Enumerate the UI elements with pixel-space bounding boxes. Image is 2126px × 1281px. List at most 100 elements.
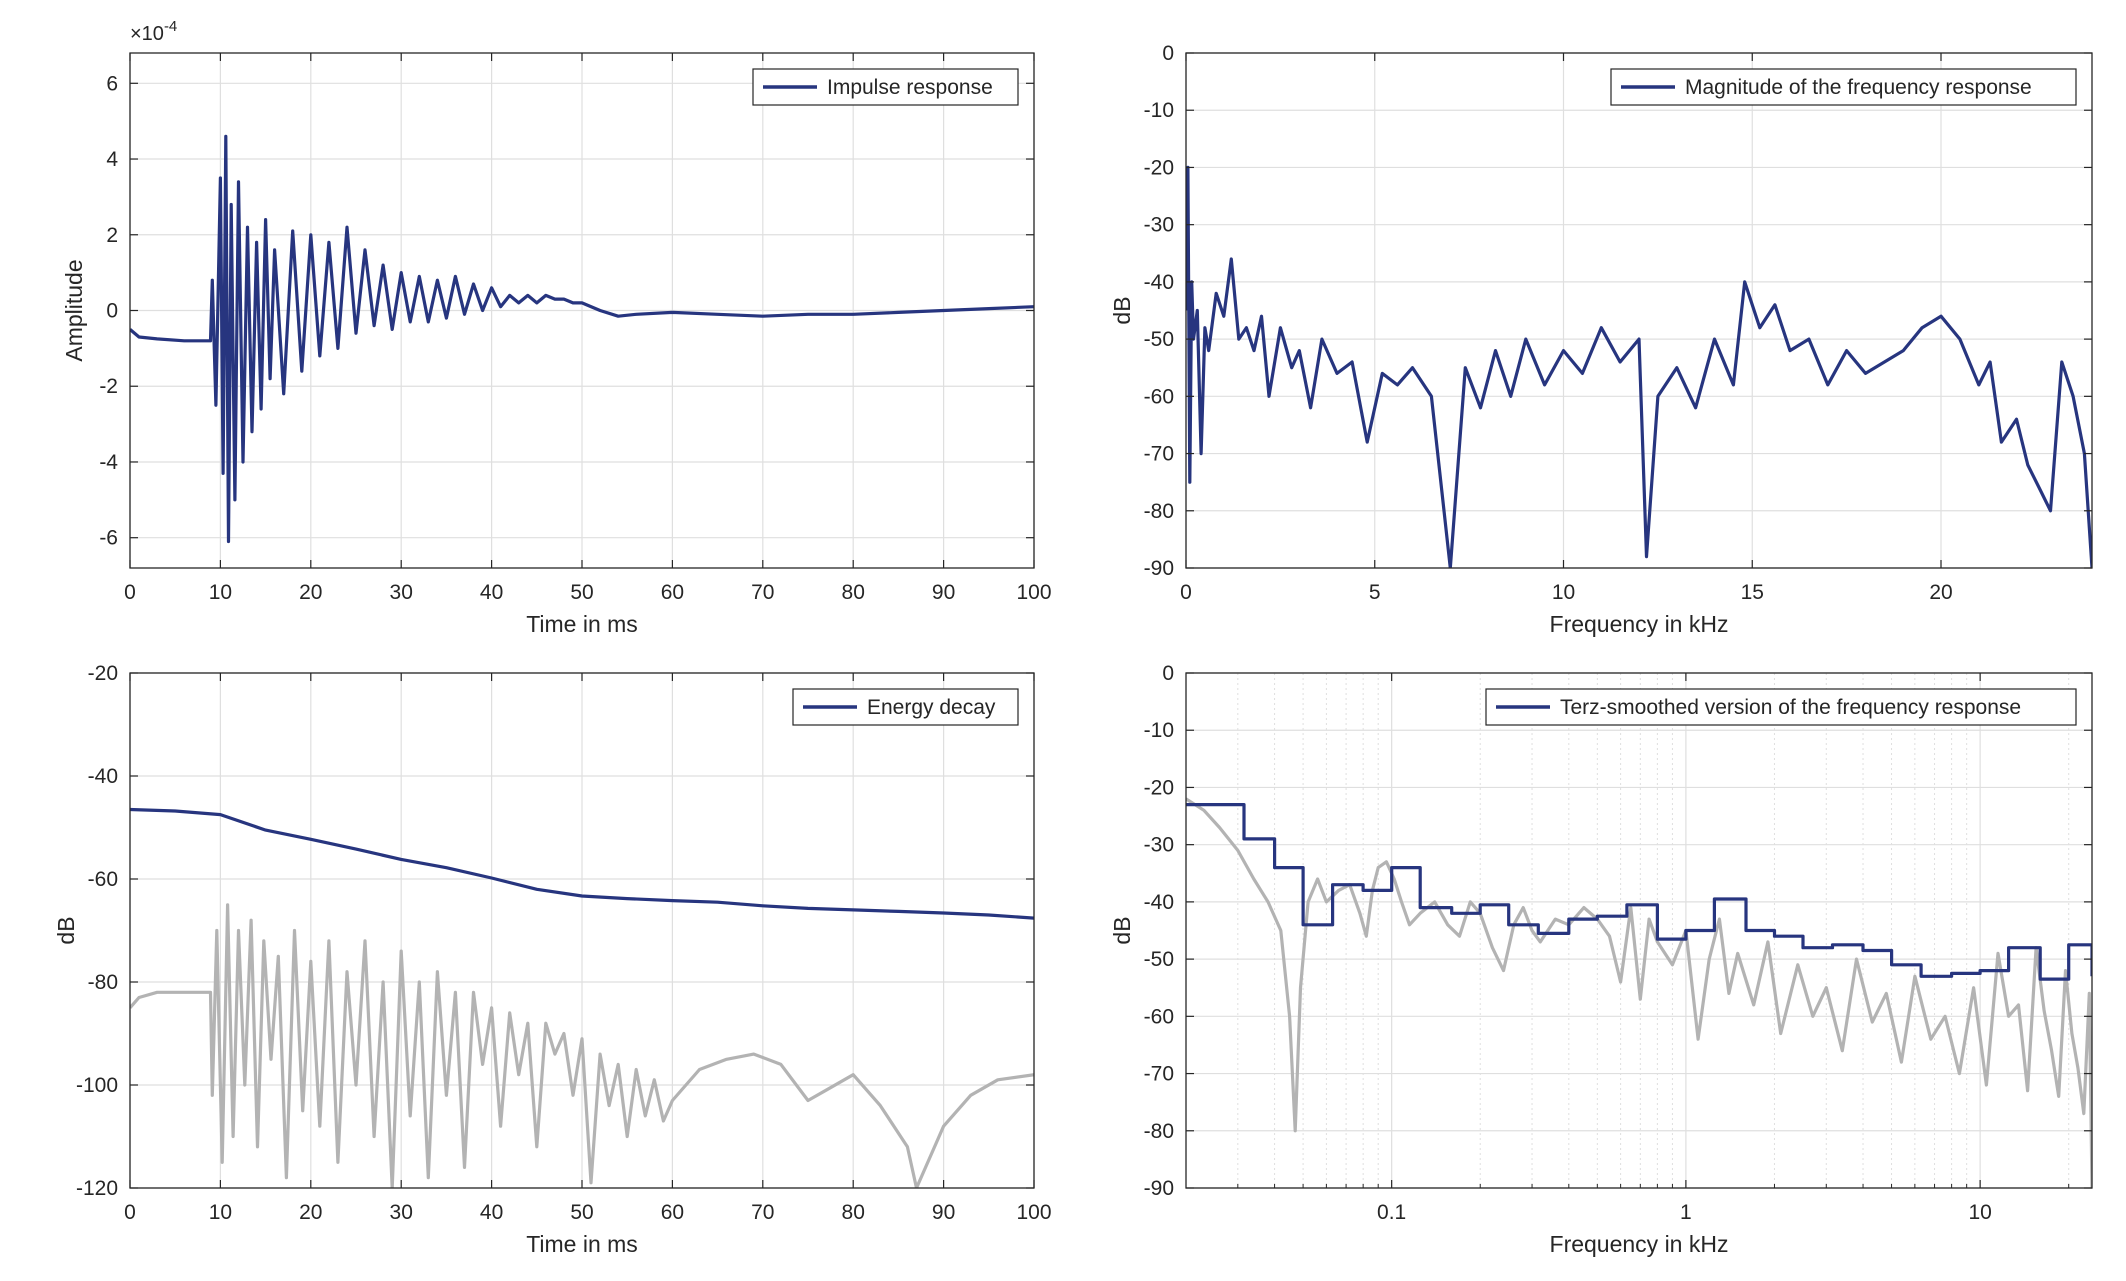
series-group	[130, 134, 1034, 544]
exponent-base: ×10	[130, 23, 164, 45]
x-tick-label: 5	[1369, 581, 1381, 604]
y-tick-label: 0	[1162, 662, 1174, 685]
plot-area	[1186, 53, 2092, 568]
x-tick-label: 0.1	[1377, 1201, 1406, 1224]
series-group	[130, 807, 1034, 1188]
plot-area	[1186, 673, 2092, 1188]
y-tick-label: -20	[1144, 156, 1174, 179]
series-line	[1186, 165, 2092, 568]
series-line	[1186, 803, 2092, 981]
x-tick-label: 10	[1552, 581, 1575, 604]
gray-series-line	[130, 903, 1034, 1188]
ticks: 0 5 10 15 20 -90 -80 -70 -60 -50 -40 -30 -20 -10 0	[1144, 42, 2092, 604]
y-tick-label: -80	[1144, 500, 1174, 523]
y-tick-label: -30	[1144, 214, 1174, 237]
x-tick-label: 90	[932, 1201, 955, 1224]
legend-label: Magnitude of the frequency response	[1685, 76, 2032, 99]
x-tick-label: 60	[661, 1201, 684, 1224]
y-tick-label: -10	[1144, 99, 1174, 122]
y-tick-label: 2	[106, 224, 118, 247]
series-group	[1186, 797, 2092, 1188]
x-tick-label: 50	[570, 1201, 593, 1224]
x-tick-label: 30	[390, 581, 413, 604]
x-tick-label: 100	[1016, 1201, 1051, 1224]
y-axis-label: dB	[1109, 296, 1135, 324]
x-tick-label: 90	[932, 581, 955, 604]
series-group	[1186, 165, 2092, 568]
y-tick-label: -20	[88, 662, 118, 685]
y-tick-label: -80	[1144, 1120, 1174, 1143]
x-tick-label: 0	[1180, 581, 1192, 604]
legend: Magnitude of the frequency response	[1610, 68, 2077, 106]
legend-label: Energy decay	[867, 696, 996, 719]
x-tick-label: 60	[661, 581, 684, 604]
y-tick-label: -80	[88, 971, 118, 994]
legend-box	[1485, 688, 2077, 726]
x-tick-label: 70	[751, 1201, 774, 1224]
axes-box	[1185, 52, 2093, 569]
y-tick-label: -60	[88, 868, 118, 891]
x-axis-label: Frequency in kHz	[1550, 611, 1729, 637]
y-tick-label: -4	[99, 451, 118, 474]
impulse-response-panel: 0 10 20 30 40 50 60 70 80 90 100-6-4-20246×10-4Tim…	[61, 18, 1052, 637]
y-axis-label: dB	[1109, 916, 1135, 944]
y-tick-label: -2	[99, 375, 118, 398]
y-tick-label: 0	[1162, 42, 1174, 65]
y-tick-label: -6	[99, 527, 118, 550]
x-tick-label: 10	[1968, 1201, 1991, 1224]
y-tick-label: -70	[1144, 443, 1174, 466]
axes-box	[1185, 672, 2093, 1189]
x-tick-label: 20	[1929, 581, 1952, 604]
y-tick-label: -20	[1144, 776, 1174, 799]
x-tick-label: 80	[842, 1201, 865, 1224]
y-tick-label: -70	[1144, 1063, 1174, 1086]
gray-series-line	[1186, 797, 2092, 1188]
legend-label: Terz-smoothed version of the frequency r…	[1560, 696, 2021, 719]
x-tick-label: 10	[209, 581, 232, 604]
exponent-power: -4	[164, 18, 177, 35]
x-tick-label: 10	[209, 1201, 232, 1224]
x-tick-label: 50	[570, 581, 593, 604]
y-tick-label: -90	[1144, 557, 1174, 580]
y-tick-label: -120	[76, 1177, 118, 1200]
y-tick-label: 0	[106, 300, 118, 323]
magnitude-response-panel: 0 5 10 15 20 -90 -80 -70 -60 -50 -40 -30 -20 -10 0 Freq…	[1109, 42, 2093, 637]
y-tick-label: -30	[1144, 834, 1174, 857]
y-tick-label: -40	[1144, 271, 1174, 294]
series-line	[130, 134, 1034, 544]
x-tick-label: 0	[124, 581, 136, 604]
y-axis-label: Amplitude	[61, 259, 87, 361]
y-tick-label: -90	[1144, 1177, 1174, 1200]
series-line	[130, 807, 1034, 920]
x-axis-label: Time in ms	[526, 611, 638, 637]
y-tick-label: 6	[106, 72, 118, 95]
terz-smoothed-panel: 0.1 1 10 -90 -80 -70 -60 -50 -40 -30 -20 -10 0 Freque…	[1109, 662, 2093, 1257]
y-tick-label: -100	[76, 1074, 118, 1097]
axis-exponent: ×10-4	[130, 18, 177, 45]
x-axis-label: Frequency in kHz	[1550, 1231, 1729, 1257]
x-tick-label: 0	[124, 1201, 136, 1224]
x-tick-label: 70	[751, 581, 774, 604]
y-tick-label: -60	[1144, 385, 1174, 408]
y-tick-label: -50	[1144, 948, 1174, 971]
legend: Energy decay	[792, 688, 1019, 726]
legend: Terz-smoothed version of the frequency r…	[1485, 688, 2077, 726]
x-tick-label: 30	[390, 1201, 413, 1224]
y-tick-label: -10	[1144, 719, 1174, 742]
x-tick-label: 20	[299, 1201, 322, 1224]
x-tick-label: 15	[1741, 581, 1764, 604]
x-tick-label: 100	[1016, 581, 1051, 604]
x-tick-label: 20	[299, 581, 322, 604]
y-tick-label: -40	[1144, 891, 1174, 914]
y-tick-label: -40	[88, 765, 118, 788]
energy-decay-panel: 0 10 20 30 40 50 60 70 80 90 100 -120 -100 -80 -60 -40 -…	[53, 662, 1052, 1257]
x-tick-label: 1	[1680, 1201, 1692, 1224]
legend: Impulse response	[752, 68, 1019, 106]
y-tick-label: 4	[106, 148, 118, 171]
x-tick-label: 40	[480, 1201, 503, 1224]
x-tick-label: 40	[480, 581, 503, 604]
legend-label: Impulse response	[827, 76, 993, 99]
legend-box	[1610, 68, 2077, 106]
